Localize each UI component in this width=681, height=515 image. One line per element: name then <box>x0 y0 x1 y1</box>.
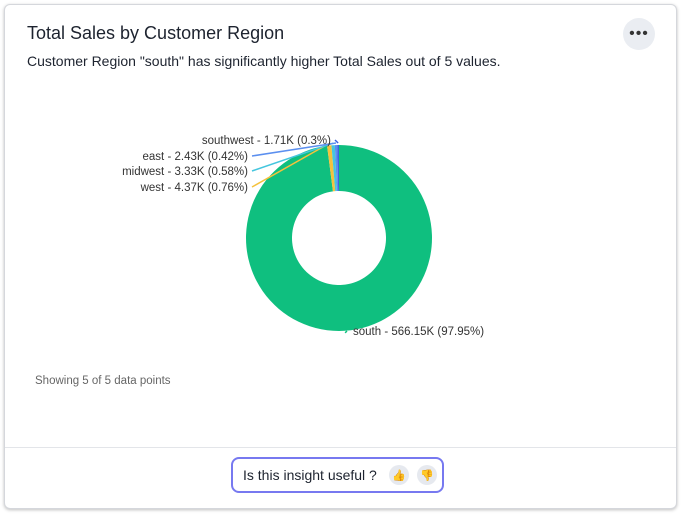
leader-line-east <box>251 142 337 157</box>
card-title: Total Sales by Customer Region <box>27 23 285 43</box>
slice-west[interactable] <box>327 145 336 192</box>
insight-card: Total Sales by Customer Region Customer … <box>4 4 677 509</box>
data-label-south: south - 566.15K (97.95%) <box>353 326 484 338</box>
thumbs-up-button[interactable]: 👍 <box>388 465 409 485</box>
slice-midwest[interactable] <box>331 145 337 192</box>
leader-line-south <box>344 330 348 334</box>
more-options-button[interactable]: ••• <box>623 18 655 50</box>
data-label-east: east - 2.43K (0.42%) <box>143 151 249 163</box>
data-label-west: west - 4.37K (0.76%) <box>140 182 249 194</box>
leader-line-southwest <box>334 139 339 144</box>
leader-line-midwest <box>251 142 334 172</box>
card-subtitle: Customer Region "south" has significantl… <box>27 53 501 69</box>
more-horizontal-icon: ••• <box>629 25 649 42</box>
leader-line-west <box>251 142 330 188</box>
data-label-midwest: midwest - 3.33K (0.58%) <box>122 166 248 178</box>
slice-south[interactable] <box>246 145 432 332</box>
donut-chart: south - 566.15K (97.95%) west - 4.37K (0.… <box>122 135 484 338</box>
thumbs-up-icon: 👍 <box>392 469 406 482</box>
divider <box>5 447 676 448</box>
data-points-count: Showing 5 of 5 data points <box>35 375 171 387</box>
slice-southwest[interactable] <box>337 145 339 192</box>
feedback-box: Is this insight useful ? 👍 👎 <box>231 457 444 493</box>
slice-east[interactable] <box>334 145 339 192</box>
data-label-southwest: southwest - 1.71K (0.3%) <box>202 135 331 147</box>
thumbs-down-icon: 👎 <box>420 469 434 482</box>
thumbs-down-button[interactable]: 👎 <box>416 465 437 485</box>
feedback-question: Is this insight useful ? <box>243 467 377 483</box>
